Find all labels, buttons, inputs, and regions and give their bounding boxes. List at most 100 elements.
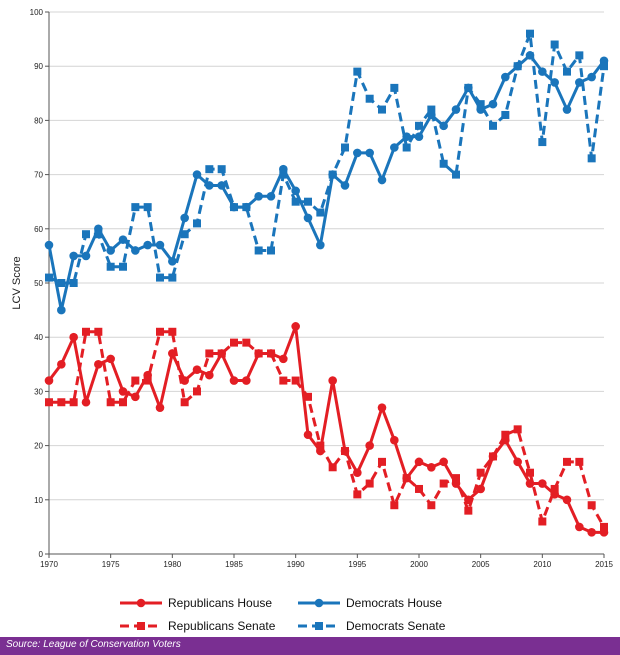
gridlines (49, 11, 604, 555)
data-point-republicans-senate (57, 398, 66, 407)
data-point-republicans-house (242, 376, 251, 385)
data-point-democrats-house (155, 240, 165, 250)
data-point-democrats-senate (489, 121, 497, 130)
data-point-republicans-senate (341, 447, 349, 456)
data-point-republicans-senate (168, 327, 177, 336)
source-bar: Source: League of Conservation Voters (0, 637, 620, 655)
data-point-democrats-senate (452, 170, 460, 179)
data-point-democrats-senate (279, 170, 288, 179)
series-line-republicans-house (47, 324, 604, 534)
legend-marker-republicans-house (136, 598, 146, 608)
data-point-democrats-senate (464, 83, 473, 92)
data-point-democrats-house (106, 246, 115, 255)
data-point-republicans-senate (600, 522, 608, 531)
data-point-republicans-house (390, 435, 399, 445)
data-point-democrats-senate (193, 219, 201, 228)
legend-item-democrats-senate: Democrats Senate (298, 619, 446, 633)
data-point-republicans-senate (328, 463, 337, 472)
series-democrats-house (44, 51, 609, 315)
x-tick-label: 1990 (287, 560, 305, 569)
data-point-republicans-senate (501, 430, 510, 439)
data-point-democrats-house (217, 181, 226, 190)
data-point-democrats-senate (439, 159, 448, 168)
data-point-democrats-house (118, 235, 128, 244)
data-point-republicans-senate (193, 387, 201, 396)
data-point-democrats-senate (57, 279, 66, 287)
data-point-republicans-senate (452, 474, 460, 483)
data-point-democrats-house (587, 72, 596, 82)
data-point-republicans-senate (131, 376, 140, 385)
data-point-republicans-senate (242, 338, 251, 347)
data-point-republicans-senate (69, 398, 78, 407)
series-line-democrats-house (47, 53, 606, 312)
data-point-republicans-senate (230, 338, 238, 347)
data-point-democrats-senate (69, 279, 78, 287)
data-point-democrats-house (365, 148, 374, 158)
data-point-democrats-senate (205, 165, 214, 174)
data-point-republicans-senate (439, 479, 448, 488)
data-point-democrats-senate (476, 100, 485, 109)
data-point-republicans-house (192, 365, 202, 375)
data-point-democrats-senate (267, 246, 275, 255)
data-point-republicans-senate (378, 457, 386, 466)
data-point-democrats-senate (587, 154, 596, 163)
data-point-democrats-senate (82, 230, 90, 239)
data-point-republicans-senate (143, 376, 152, 385)
data-point-democrats-house (562, 105, 572, 114)
lcv-score-chart: LCV Score 0 10 20 30 40 50 60 70 80 90 100 1970 1975… (11, 8, 613, 633)
x-tick-label: 2005 (472, 560, 490, 569)
data-point-democrats-house (488, 99, 498, 109)
legend-label: Democrats House (346, 596, 442, 610)
data-point-democrats-house (131, 246, 140, 255)
data-point-republicans-senate (550, 484, 559, 493)
data-point-democrats-house (439, 121, 448, 131)
data-point-republicans-senate (156, 327, 164, 336)
data-point-democrats-senate (402, 143, 411, 152)
y-tick-label: 30 (34, 387, 43, 396)
data-point-democrats-senate (415, 121, 423, 130)
data-point-republicans-house (69, 332, 78, 342)
x-tick-label: 2015 (595, 560, 613, 569)
data-point-democrats-senate (242, 203, 251, 212)
data-point-democrats-house (192, 170, 202, 179)
data-point-republicans-senate (291, 376, 300, 385)
data-point-democrats-senate (254, 246, 263, 255)
data-point-democrats-senate (106, 262, 115, 271)
data-point-republicans-house (587, 528, 596, 537)
data-point-republicans-senate (217, 349, 226, 358)
data-point-republicans-senate (119, 398, 127, 407)
y-axis-label: LCV Score (11, 256, 23, 309)
legend-marker-democrats-house (314, 598, 324, 608)
data-point-democrats-house (390, 143, 399, 152)
data-point-republicans-house (291, 322, 300, 331)
data-point-republicans-senate (365, 479, 374, 488)
data-point-republicans-senate (304, 392, 312, 401)
data-point-republicans-senate (254, 349, 263, 358)
data-point-democrats-house (81, 251, 91, 261)
y-tick-label: 20 (34, 442, 43, 451)
data-point-democrats-house (377, 175, 387, 185)
source-text: Source: League of Conservation Voters (6, 639, 181, 650)
data-point-democrats-senate (168, 273, 177, 282)
data-point-republicans-senate (106, 398, 115, 407)
data-point-democrats-house (291, 186, 300, 196)
y-tick-label: 100 (30, 8, 44, 17)
x-tick-label: 1975 (102, 560, 120, 569)
data-point-democrats-house (353, 148, 362, 158)
data-point-republicans-senate (267, 349, 275, 358)
y-tick-label: 40 (34, 333, 43, 342)
data-point-republicans-house (81, 397, 91, 407)
data-point-democrats-senate (217, 165, 226, 174)
data-point-republicans-house (303, 430, 313, 440)
data-point-democrats-senate (501, 110, 510, 119)
data-point-democrats-senate (94, 230, 103, 239)
data-point-democrats-senate (563, 67, 571, 76)
data-point-republicans-senate (180, 398, 189, 407)
data-point-republicans-senate (538, 517, 547, 526)
legend-label: Democrats Senate (346, 619, 446, 633)
y-tick-label: 60 (34, 225, 43, 234)
data-point-democrats-house (69, 251, 78, 261)
data-point-democrats-house (303, 213, 313, 223)
data-point-republicans-house (562, 495, 572, 505)
series-layer (44, 29, 609, 537)
